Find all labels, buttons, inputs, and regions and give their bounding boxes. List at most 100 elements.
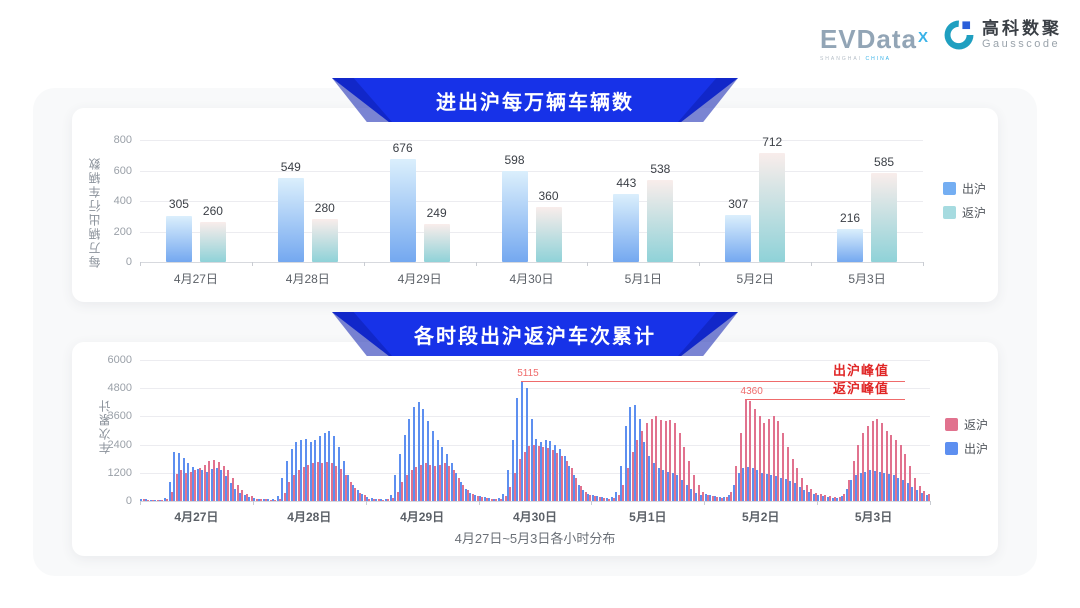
hour-bar-fanhu (443, 463, 446, 501)
evdata-sup: X (917, 28, 928, 46)
hour-bar-chuhu (911, 486, 914, 501)
legend-item-fanhu[interactable]: 返沪 (945, 416, 988, 433)
hour-bar-chuhu (756, 470, 759, 501)
hour-bar-fanhu (791, 458, 794, 501)
hour-bar-fanhu (457, 477, 460, 501)
hour-bar-fanhu (170, 491, 173, 501)
peak-label: 返沪峰值 (833, 380, 890, 396)
hour-bar-chuhu (196, 469, 199, 501)
hour-bar-chuhu (920, 492, 923, 501)
hour-bar-fanhu (448, 465, 451, 501)
gausscode-g-icon (944, 20, 974, 50)
hour-bar-chuhu (295, 442, 298, 501)
x-axis-day-label: 5月2日 (736, 272, 774, 286)
hour-bar-chuhu (187, 463, 190, 501)
hour-bar-chuhu (789, 481, 792, 501)
hour-bar-fanhu (603, 498, 606, 501)
hour-bar-fanhu (518, 458, 521, 501)
hour-bar-chuhu (732, 484, 735, 501)
hour-bar-fanhu (579, 485, 582, 501)
hour-bar-chuhu (370, 498, 373, 501)
hour-bar-chuhu (351, 484, 354, 501)
hour-bar-fanhu (923, 491, 926, 501)
hour-bar-fanhu (391, 498, 394, 501)
hour-bar-chuhu (474, 495, 477, 501)
hour-bar-fanhu (509, 486, 512, 501)
hour-bar-chuhu (535, 438, 538, 501)
hour-bar-fanhu (899, 444, 902, 501)
hour-bar-chuhu (549, 441, 552, 501)
hour-bar-chuhu (154, 499, 157, 501)
hour-bar-fanhu (542, 446, 545, 501)
hour-bar-chuhu (685, 484, 688, 501)
hour-bar-fanhu (725, 497, 728, 501)
hour-bar-fanhu (598, 497, 601, 501)
axis-tick (817, 501, 819, 505)
axis-tick (365, 501, 367, 505)
hour-bar-fanhu (476, 496, 479, 501)
hour-bar-fanhu (293, 475, 296, 501)
hour-bar-fanhu (758, 416, 761, 501)
hour-bar-fanhu (241, 490, 244, 501)
hour-bar-fanhu (819, 493, 822, 501)
hour-bar-fanhu (514, 472, 517, 501)
hour-bar-fanhu (471, 493, 474, 501)
bar-value-label: 598 (504, 152, 525, 167)
hour-bar-fanhu (316, 462, 319, 501)
gridline (140, 360, 930, 361)
hour-bar-fanhu (354, 488, 357, 501)
hour-bar-chuhu (403, 435, 406, 501)
hour-bar-chuhu (808, 492, 811, 501)
hour-bar-chuhu (483, 497, 486, 501)
hour-bar-fanhu (871, 421, 874, 501)
hour-bar-fanhu (852, 461, 855, 501)
hour-bar-fanhu (862, 432, 865, 501)
hour-bar-chuhu (817, 495, 820, 501)
legend-item-chuhu[interactable]: 出沪 (945, 440, 988, 457)
hour-bar-fanhu (500, 498, 503, 501)
axis-tick (591, 501, 593, 505)
hour-bar-fanhu (424, 463, 427, 501)
peak-value: 5115 (517, 367, 539, 379)
legend-label-chuhu: 出沪 (962, 182, 987, 196)
hour-bar-chuhu (450, 463, 453, 501)
hour-bar-fanhu (387, 499, 390, 501)
hour-bar-chuhu (610, 497, 613, 501)
hour-bar-chuhu (314, 439, 317, 501)
hour-bar-fanhu (485, 498, 488, 501)
y-tick-label: 2400 (107, 438, 132, 451)
hour-bar-chuhu (643, 442, 646, 501)
peak-label: 出沪峰值 (833, 362, 890, 378)
legend-item-chuhu[interactable]: 出沪 (943, 180, 986, 197)
hour-bar-chuhu (563, 456, 566, 501)
hour-bar-fanhu (274, 499, 277, 501)
chart2-title: 各时段出沪返沪车次累计 (414, 325, 656, 348)
hour-bar-chuhu (271, 499, 274, 501)
hour-bar-chuhu (229, 483, 232, 501)
bar-fanhu (423, 224, 450, 262)
hour-bar-chuhu (356, 490, 359, 501)
bar-fanhu (871, 172, 898, 262)
hour-bar-chuhu (906, 483, 909, 501)
hour-bar-fanhu (556, 452, 559, 501)
hour-bar-fanhu (326, 462, 329, 501)
gridline (140, 140, 923, 141)
hour-bar-chuhu (897, 477, 900, 501)
hour-bar-chuhu (384, 498, 387, 501)
bar-fanhu (759, 153, 786, 262)
legend-item-fanhu[interactable]: 返沪 (943, 204, 986, 221)
hour-bar-chuhu (516, 397, 519, 501)
chart2-plot-area: 0 1200 2400 3600 4800 6000 4月27日 4月28日 4月29日 4月30… (108, 354, 931, 524)
hour-bar-fanhu (866, 425, 869, 501)
hour-bar-chuhu (840, 496, 843, 501)
hour-bar-fanhu (405, 475, 408, 501)
bar-value-label: 676 (392, 140, 413, 155)
hour-bar-chuhu (619, 465, 622, 501)
hour-bar-fanhu (217, 462, 220, 501)
hour-bar-chuhu (596, 496, 599, 501)
hour-bar-chuhu (422, 409, 425, 501)
hour-bar-fanhu (622, 484, 625, 501)
hour-bar-chuhu (601, 497, 604, 501)
hour-bar-chuhu (530, 418, 533, 501)
hour-bar-fanhu (664, 421, 667, 501)
